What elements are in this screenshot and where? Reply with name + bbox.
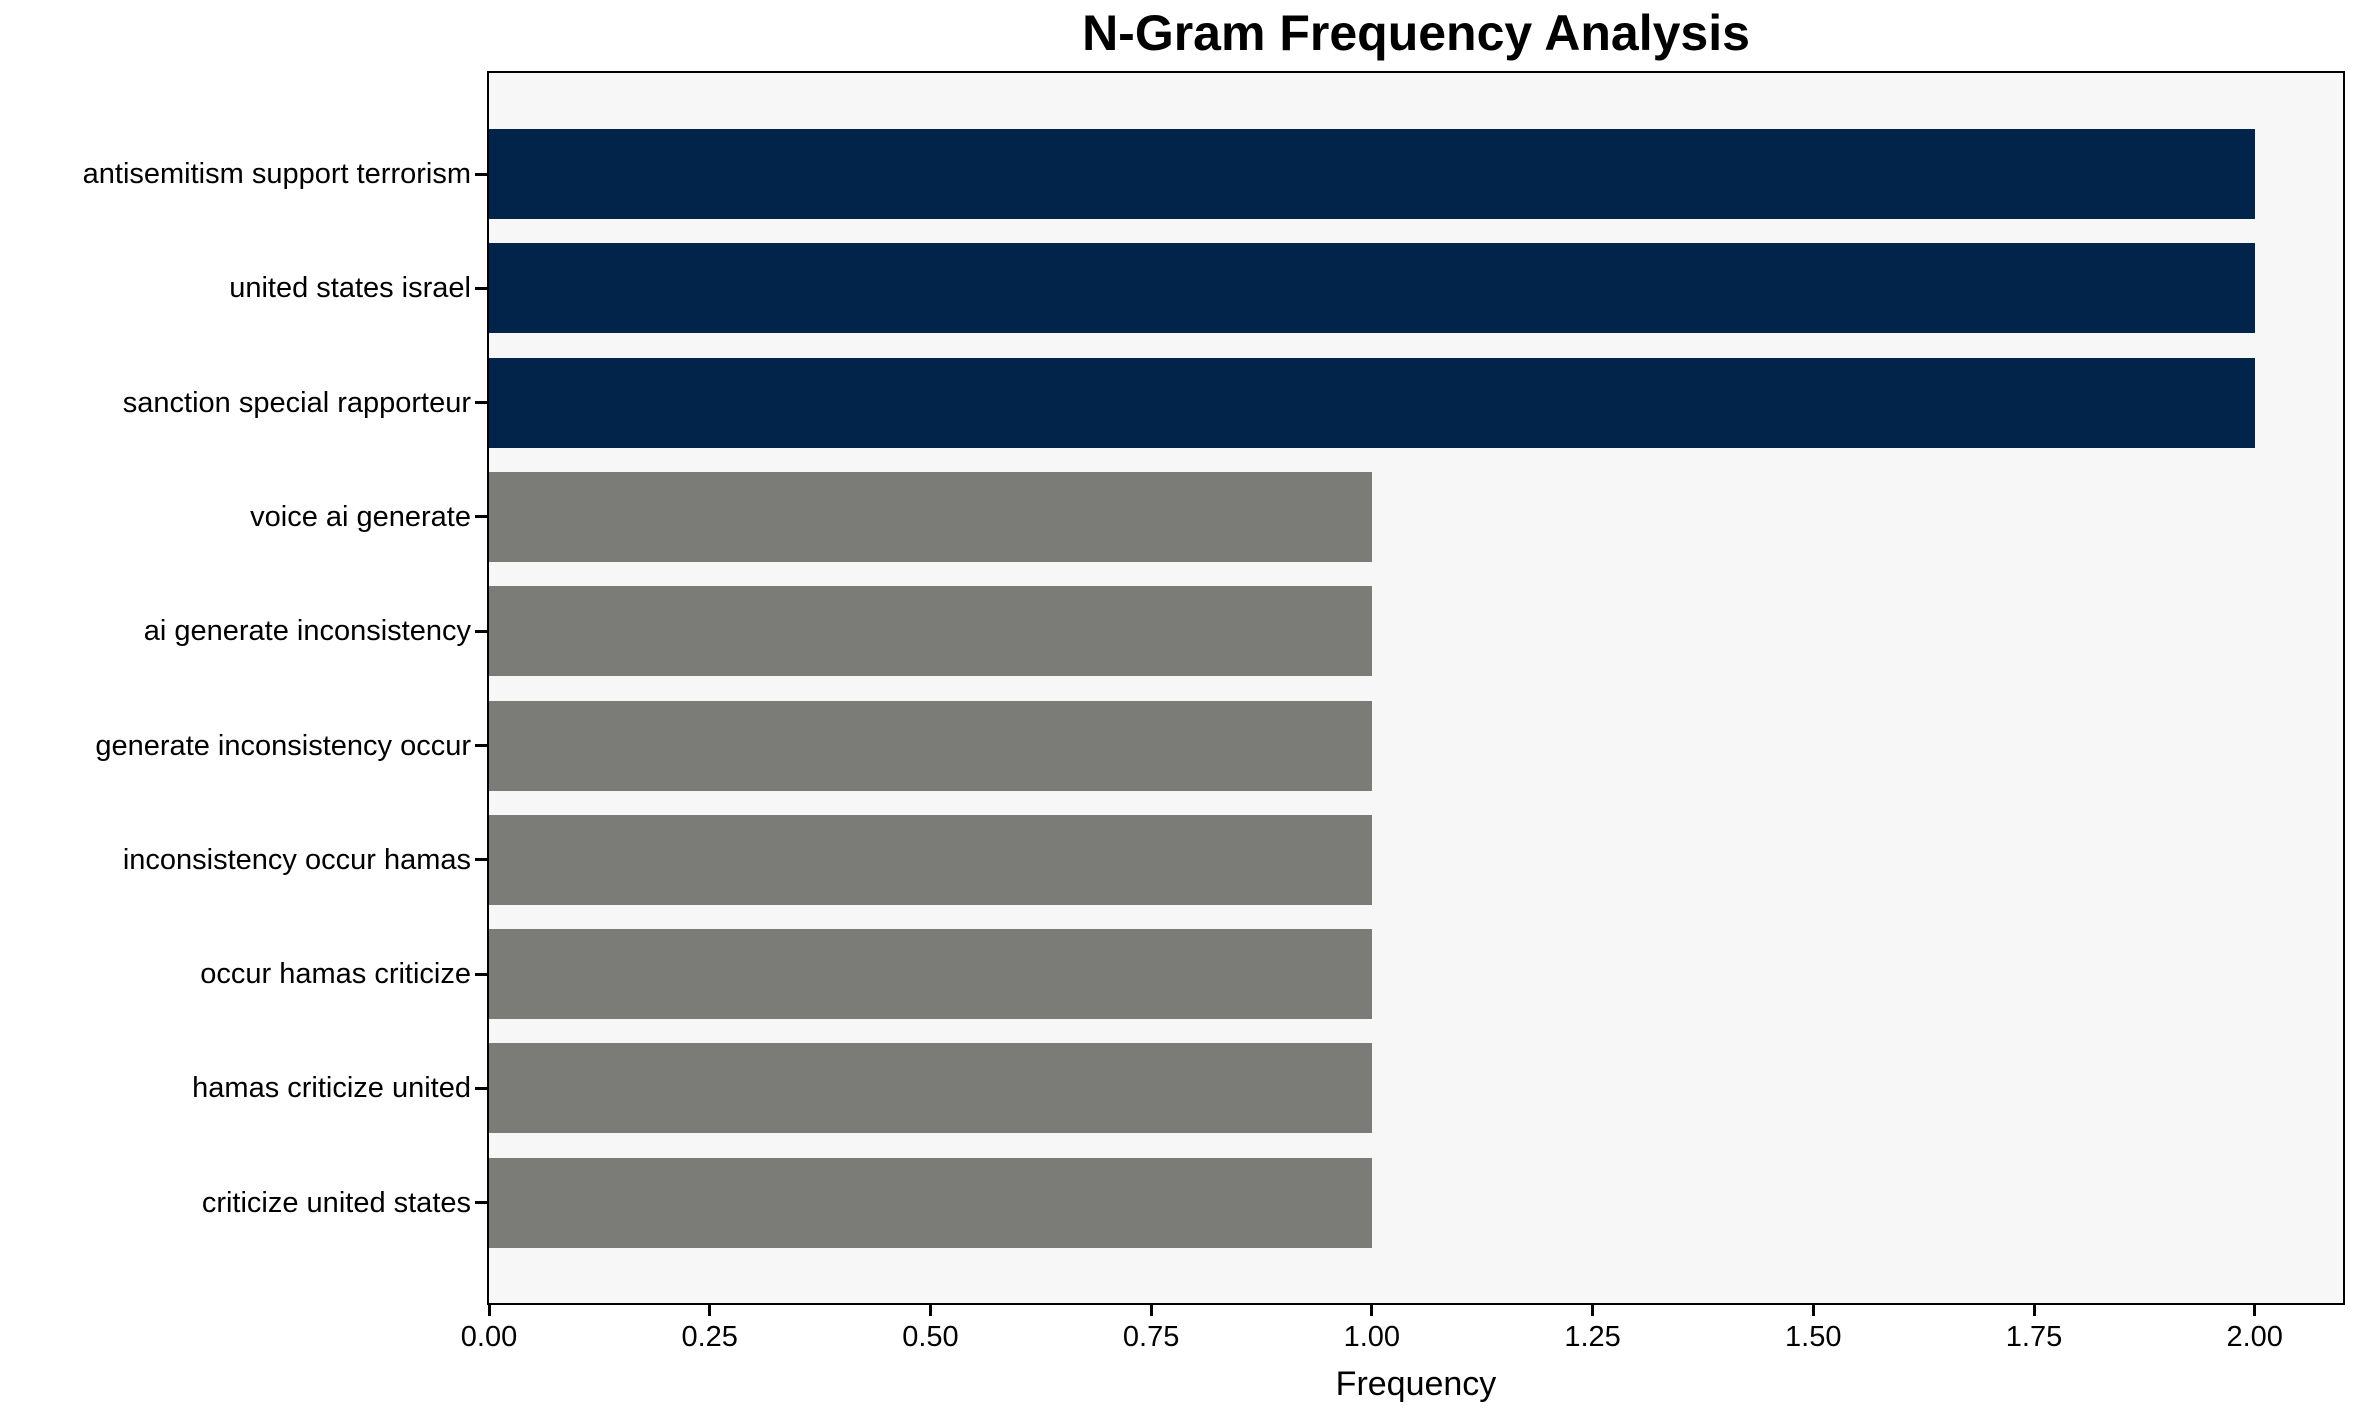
- y-tick-mark: [475, 858, 487, 862]
- chart-title: N-Gram Frequency Analysis: [1082, 5, 1750, 61]
- x-tick-mark: [1811, 1305, 1815, 1316]
- x-tick-label: 0.75: [1122, 1321, 1180, 1353]
- y-tick-label: sanction special rapporteur: [122, 386, 471, 419]
- x-tick-mark: [1591, 1305, 1595, 1316]
- x-tick-label: 2.00: [2226, 1321, 2283, 1353]
- x-tick-label: 1.00: [1343, 1321, 1401, 1353]
- x-tick-label: 0.50: [902, 1321, 959, 1353]
- y-tick-mark: [475, 401, 487, 405]
- y-tick-label: hamas criticize united: [192, 1072, 471, 1105]
- y-tick-mark: [475, 1201, 487, 1205]
- y-tick-label: inconsistency occur hamas: [122, 843, 471, 876]
- bar: [489, 357, 2255, 448]
- y-tick-label: united states israel: [229, 272, 471, 305]
- bar: [489, 929, 1372, 1020]
- bar: [489, 1043, 1372, 1134]
- x-tick-label: 1.25: [1564, 1321, 1621, 1353]
- y-tick-label: voice ai generate: [250, 500, 471, 533]
- bar: [489, 1157, 1372, 1248]
- x-tick-label: 0.00: [460, 1321, 518, 1353]
- y-tick-mark: [475, 744, 487, 747]
- y-tick-mark: [475, 629, 487, 633]
- x-tick-mark: [2032, 1305, 2036, 1316]
- y-tick-label: ai generate inconsistency: [143, 615, 471, 648]
- x-tick-mark: [928, 1305, 932, 1316]
- y-tick-label: occur hamas criticize: [200, 958, 471, 991]
- bar: [489, 700, 1372, 791]
- x-tick-label: 0.25: [681, 1321, 738, 1353]
- y-tick-label: generate inconsistency occur: [95, 729, 471, 762]
- bar: [489, 814, 1372, 905]
- x-tick-mark: [708, 1305, 712, 1316]
- y-tick-mark: [475, 1086, 487, 1090]
- x-tick-label: 1.50: [1785, 1321, 1842, 1353]
- y-tick-mark: [475, 286, 487, 290]
- bar: [489, 586, 1372, 677]
- y-tick-mark: [475, 515, 487, 519]
- y-tick-mark: [475, 972, 487, 976]
- y-tick-label: criticize united states: [201, 1186, 471, 1219]
- x-axis-title: Frequency: [1335, 1365, 1497, 1403]
- x-tick-label: 1.75: [2005, 1321, 2063, 1353]
- y-tick-mark: [475, 172, 487, 176]
- bar: [489, 129, 2255, 219]
- y-tick-label: antisemitism support terrorism: [82, 158, 471, 190]
- x-tick-mark: [487, 1305, 491, 1316]
- x-tick-mark: [1370, 1305, 1374, 1316]
- x-tick-mark: [1149, 1305, 1153, 1316]
- x-tick-mark: [2253, 1305, 2257, 1316]
- bar: [489, 471, 1372, 562]
- bar: [489, 243, 2255, 334]
